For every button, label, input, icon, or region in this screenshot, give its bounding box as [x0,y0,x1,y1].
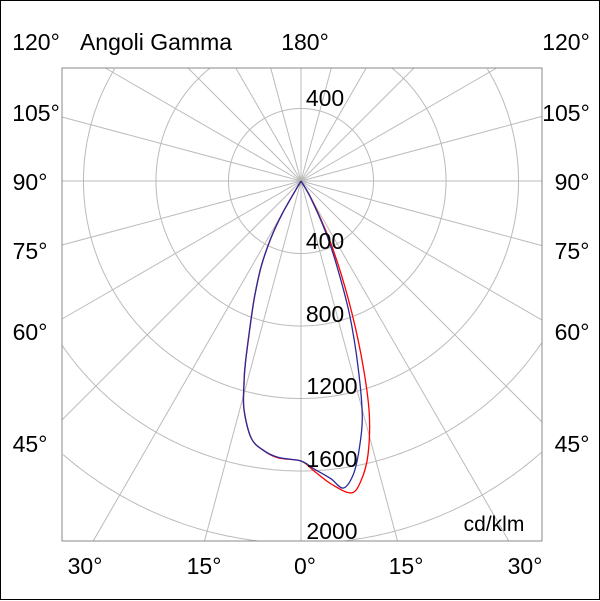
angle-label-left: 120° [12,29,60,55]
angle-label-right: 45° [554,431,590,457]
angle-label-right: 90° [554,169,590,195]
grid-spoke [187,67,302,182]
angle-label-left: 90° [12,169,48,195]
grid-spoke [61,180,302,246]
angle-label-left: 105° [12,100,60,126]
angle-label-right: 60° [554,319,590,345]
grid-spoke [300,115,543,182]
grid-spoke [300,180,510,542]
intensity-curve [242,180,363,489]
angle-label-bottom: 0° [294,553,316,579]
angle-label-top: 180° [281,29,329,55]
radial-tick-label: 2000 [306,518,358,544]
grid-spoke [300,67,415,182]
grid-spoke [300,180,543,423]
grid-spoke [92,180,302,542]
radial-tick-label: 400 [305,228,345,254]
grid-spoke [300,67,367,182]
unit-label: cd/klm [463,513,525,536]
grid-spoke [235,67,302,182]
radial-tick-top: 400 [305,85,345,111]
angle-label-bottom: 30° [507,553,543,579]
grid-spoke [300,67,497,182]
grid-spoke [300,67,332,182]
angle-label-bottom: 15° [388,553,424,579]
grid-spoke [204,180,302,542]
grid-spoke [300,180,543,247]
grid-spoke [105,67,302,182]
grid-ring [61,342,542,472]
radial-tick-label: 1600 [306,446,358,472]
angle-label-left: 45° [12,431,48,457]
grid-spoke [300,180,543,321]
grid-ring [155,67,447,327]
grid-spoke [300,180,398,542]
plot-border [61,67,543,542]
grid-ring [62,452,542,542]
angle-label-right: 120° [542,29,590,55]
angle-label-bottom: 30° [67,553,103,579]
grid-spoke [61,180,302,320]
angle-label-left: 75° [12,238,48,264]
plot-area [61,67,543,542]
angle-label-bottom: 15° [186,553,222,579]
radial-tick-label: 800 [305,301,345,327]
angle-label-left: 60° [12,319,48,345]
angle-label-right: 105° [542,100,590,126]
radial-tick-label: 1200 [306,373,358,399]
grid-spoke [61,180,302,421]
grid-spoke [61,116,302,182]
chart-title: Angoli Gamma [79,29,233,55]
grid-spoke [270,67,302,182]
grid-ring [83,68,519,399]
angle-label-right: 75° [554,238,590,264]
